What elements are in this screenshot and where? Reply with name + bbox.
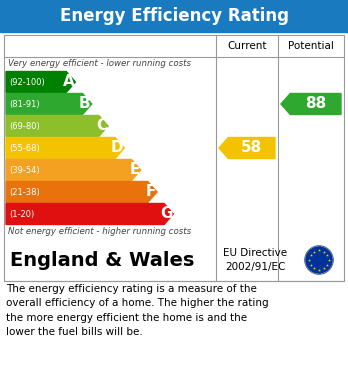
Text: A: A <box>63 75 74 90</box>
Text: Current: Current <box>227 41 267 51</box>
Text: EU Directive
2002/91/EC: EU Directive 2002/91/EC <box>223 248 287 272</box>
Text: E: E <box>129 163 140 178</box>
Polygon shape <box>219 138 275 158</box>
Polygon shape <box>6 72 76 93</box>
Text: G: G <box>160 206 172 221</box>
Text: 88: 88 <box>305 97 326 111</box>
Polygon shape <box>6 203 173 224</box>
Polygon shape <box>281 93 341 115</box>
Text: Potential: Potential <box>288 41 334 51</box>
Polygon shape <box>6 115 108 136</box>
Text: (1-20): (1-20) <box>9 210 34 219</box>
Text: C: C <box>96 118 107 133</box>
Text: D: D <box>111 140 124 156</box>
Polygon shape <box>6 160 141 181</box>
Text: Energy Efficiency Rating: Energy Efficiency Rating <box>60 7 288 25</box>
Text: 58: 58 <box>241 140 262 156</box>
Text: B: B <box>79 97 91 111</box>
Text: Not energy efficient - higher running costs: Not energy efficient - higher running co… <box>8 228 191 237</box>
Text: (92-100): (92-100) <box>9 77 45 86</box>
Text: (69-80): (69-80) <box>9 122 40 131</box>
Bar <box>4 35 344 281</box>
Polygon shape <box>6 138 124 158</box>
Text: (39-54): (39-54) <box>9 165 40 174</box>
Text: F: F <box>146 185 156 199</box>
Bar <box>0 0 348 32</box>
Text: (21-38): (21-38) <box>9 188 40 197</box>
Circle shape <box>305 246 333 274</box>
Polygon shape <box>6 181 157 203</box>
Text: (81-91): (81-91) <box>9 99 40 108</box>
Polygon shape <box>6 93 92 115</box>
Text: The energy efficiency rating is a measure of the
overall efficiency of a home. T: The energy efficiency rating is a measur… <box>6 284 269 337</box>
Text: Very energy efficient - lower running costs: Very energy efficient - lower running co… <box>8 59 191 68</box>
Text: England & Wales: England & Wales <box>10 251 195 269</box>
Text: (55-68): (55-68) <box>9 143 40 152</box>
